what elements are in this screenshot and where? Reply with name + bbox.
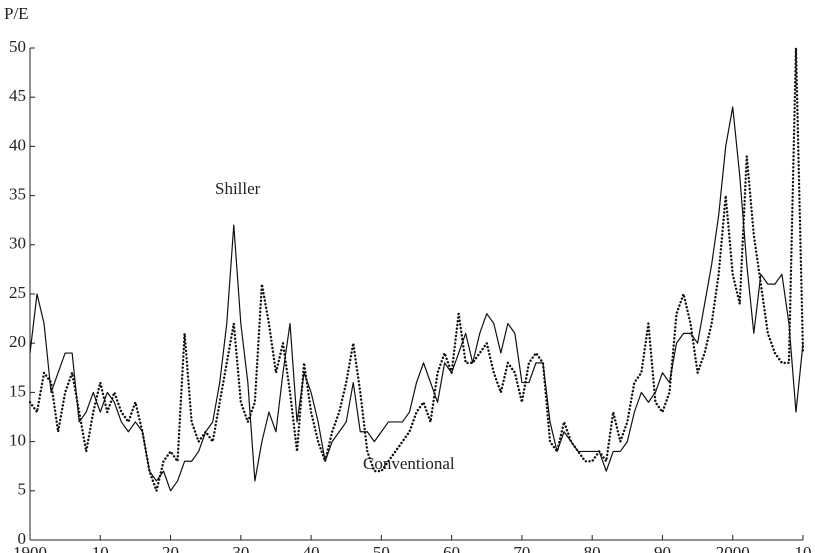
x-tick-label: 80 bbox=[584, 543, 601, 553]
y-tick-label: 25 bbox=[9, 283, 26, 302]
y-tick-label: 50 bbox=[9, 37, 26, 56]
x-tick-label: 50 bbox=[373, 543, 390, 553]
y-tick-label: 35 bbox=[9, 185, 26, 204]
x-tick-label: 10 bbox=[795, 543, 812, 553]
x-tick-label: 10 bbox=[92, 543, 109, 553]
x-tick-label: 2000 bbox=[716, 543, 750, 553]
annotation: Conventional bbox=[363, 454, 455, 473]
y-tick-label: 10 bbox=[9, 431, 26, 450]
line-series bbox=[29, 106, 804, 492]
annotation: Shiller bbox=[215, 179, 261, 198]
x-tick-label: 20 bbox=[162, 543, 179, 553]
y-tick-label: 40 bbox=[9, 135, 26, 154]
y-axis-label: P/E bbox=[4, 4, 29, 23]
y-tick-label: 20 bbox=[9, 332, 26, 351]
y-tick-label: 15 bbox=[9, 381, 26, 400]
x-tick-label: 70 bbox=[513, 543, 530, 553]
y-tick-label: 5 bbox=[18, 480, 27, 499]
x-tick-label: 30 bbox=[232, 543, 249, 553]
y-tick-label: 0 bbox=[18, 529, 27, 548]
y-tick-label: 30 bbox=[9, 234, 26, 253]
x-tick-label: 40 bbox=[303, 543, 320, 553]
x-tick-label: 60 bbox=[443, 543, 460, 553]
y-tick-label: 45 bbox=[9, 86, 26, 105]
line-series bbox=[28, 46, 805, 492]
x-tick-label: 1900 bbox=[13, 543, 47, 553]
x-tick-label: 90 bbox=[654, 543, 671, 553]
